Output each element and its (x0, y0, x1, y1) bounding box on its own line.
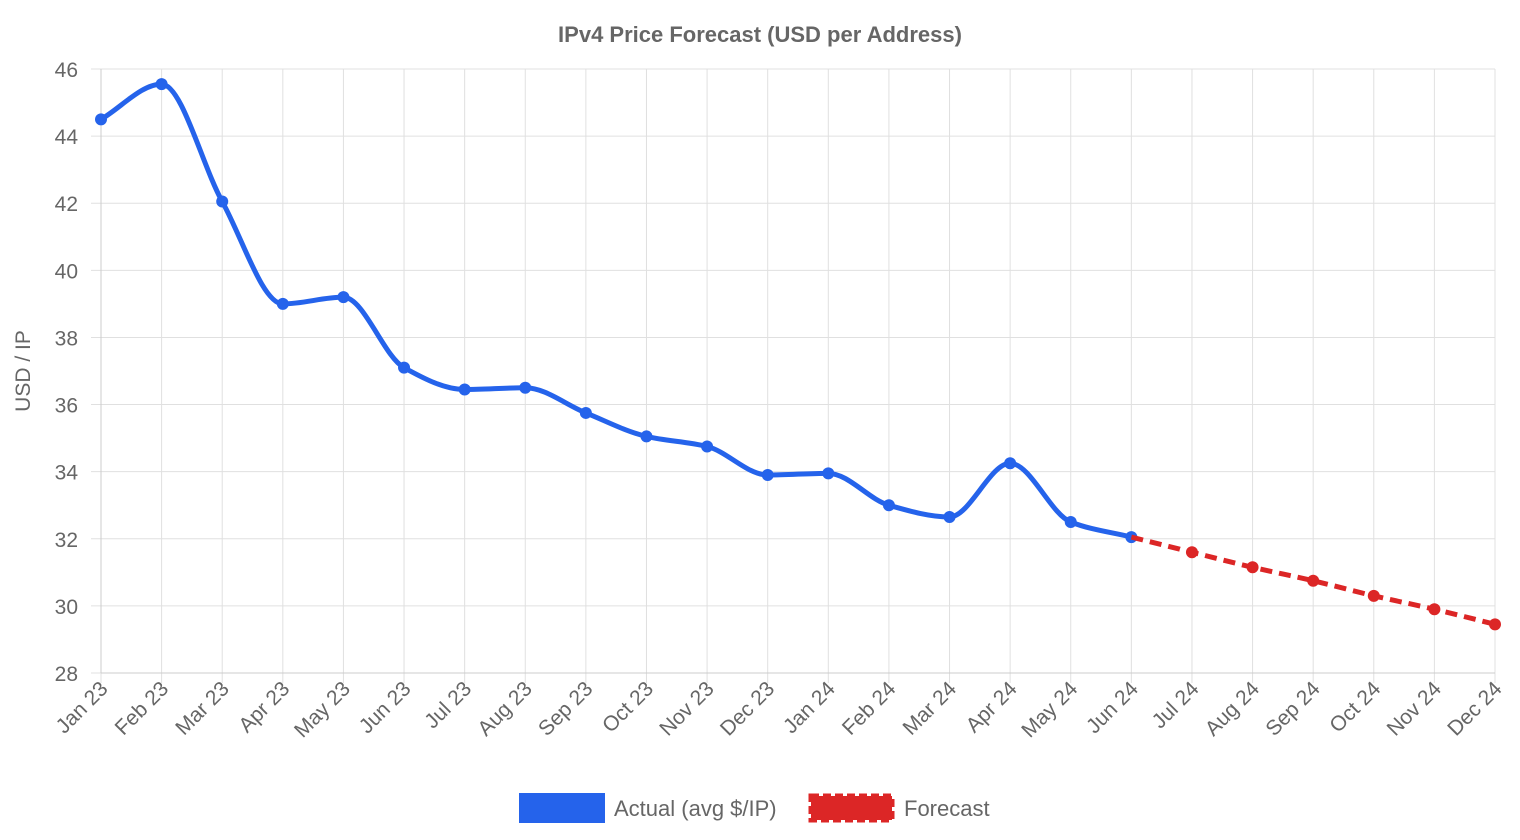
x-tick-label: Aug 24 (1201, 677, 1265, 741)
data-point[interactable] (95, 113, 107, 126)
y-tick-label: 28 (55, 663, 78, 686)
x-tick-label: Nov 23 (655, 677, 718, 740)
data-point[interactable] (458, 383, 471, 396)
data-point[interactable] (1367, 589, 1380, 602)
x-tick-label: May 23 (290, 677, 355, 742)
legend: Actual (avg $/IP) Forecast (519, 793, 990, 823)
y-axis-title: USD / IP (12, 330, 35, 412)
y-tick-label: 34 (55, 462, 79, 485)
data-point[interactable] (398, 361, 411, 374)
data-point[interactable] (579, 406, 592, 419)
series-actual (95, 78, 1138, 544)
x-tick-label: May 24 (1017, 677, 1082, 742)
x-tick-label: Apr 24 (962, 677, 1022, 737)
x-tick-label: Oct 24 (1325, 677, 1385, 737)
y-tick-label: 30 (55, 596, 78, 619)
x-tick-label: Jan 23 (52, 677, 113, 738)
x-tick-label: Oct 23 (598, 677, 658, 737)
data-point[interactable] (701, 440, 714, 453)
data-point[interactable] (1064, 516, 1077, 528)
data-point[interactable] (761, 469, 774, 482)
y-tick-label: 38 (55, 327, 78, 350)
x-tick-label: Jan 24 (779, 677, 840, 738)
x-tick-label: Dec 24 (1443, 677, 1507, 741)
y-tick-label: 46 (55, 59, 78, 82)
x-tick-label: Jul 23 (420, 677, 476, 733)
data-point[interactable] (822, 467, 835, 480)
x-tick-label: Sep 23 (534, 677, 597, 740)
x-tick-label: Jul 24 (1148, 677, 1204, 733)
data-point[interactable] (1004, 457, 1017, 470)
x-tick-label: Sep 24 (1261, 677, 1325, 741)
data-point[interactable] (155, 78, 168, 91)
legend-label-forecast: Forecast (904, 796, 990, 821)
data-point[interactable] (1185, 546, 1198, 559)
x-tick-label: Mar 24 (899, 677, 962, 740)
data-point[interactable] (882, 499, 895, 512)
data-point[interactable] (1489, 618, 1501, 631)
data-point[interactable] (640, 430, 653, 443)
y-tick-label: 44 (55, 126, 79, 149)
data-point[interactable] (1307, 574, 1320, 587)
x-tick-label: Aug 23 (473, 677, 536, 740)
data-point[interactable] (1246, 561, 1259, 574)
x-tick-label: Apr 23 (234, 677, 294, 737)
y-tick-label: 40 (55, 260, 78, 283)
series (95, 78, 1501, 631)
series-line (99, 81, 1132, 540)
legend-swatch-forecast (808, 793, 895, 823)
data-point[interactable] (337, 291, 350, 304)
x-tick-label: Nov 24 (1383, 677, 1447, 741)
y-tick-label: 42 (55, 193, 78, 216)
legend-label-actual: Actual (avg $/IP) (614, 796, 777, 821)
data-point[interactable] (216, 195, 229, 208)
series-forecast (1130, 534, 1501, 631)
x-tick-label: Mar 23 (171, 677, 233, 739)
data-point[interactable] (1428, 603, 1441, 616)
data-point[interactable] (943, 510, 956, 523)
x-tick-label: Dec 23 (716, 677, 779, 740)
grid (91, 68, 1496, 683)
y-axis-ticks: 28 30 32 34 36 38 40 42 44 46 (55, 59, 79, 686)
legend-swatch-actual (519, 793, 605, 823)
x-tick-label: Feb 23 (111, 677, 174, 740)
data-point[interactable] (276, 297, 289, 310)
x-tick-label: Jun 24 (1082, 677, 1143, 738)
chart-title: IPv4 Price Forecast (USD per Address) (558, 22, 962, 47)
y-tick-label: 36 (55, 395, 78, 418)
x-tick-label: Jun 23 (355, 677, 416, 738)
y-tick-label: 32 (55, 529, 78, 552)
data-point[interactable] (519, 381, 532, 394)
x-tick-label: Feb 24 (838, 677, 901, 740)
